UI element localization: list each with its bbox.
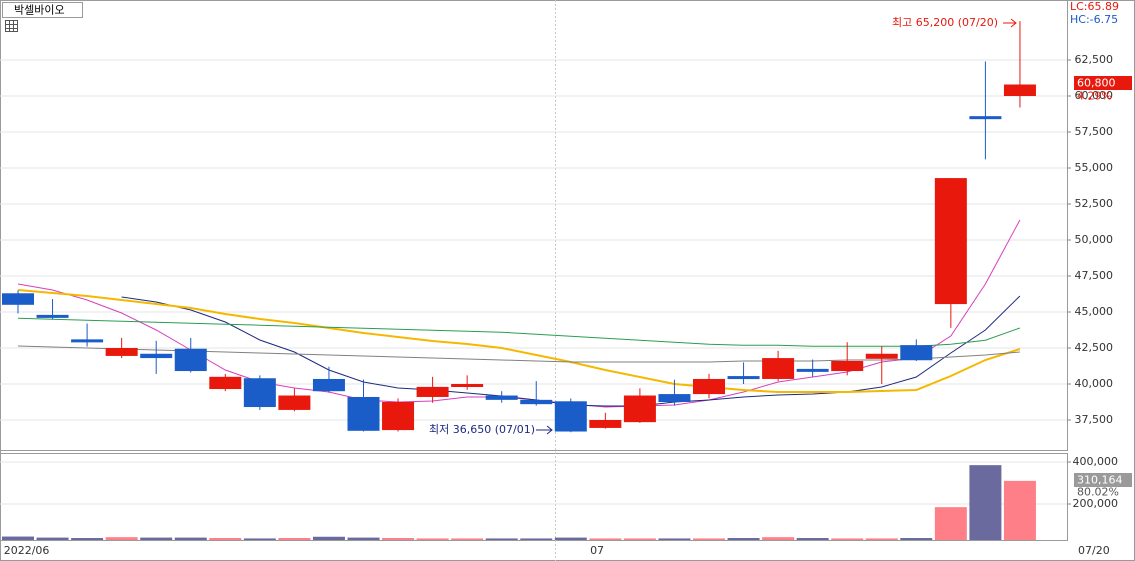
candle-body [2,293,34,305]
high-annotation: 최고 65,200 (07/20) [892,16,998,29]
y-tick-label: 37,500 [1075,413,1114,426]
candle-body [693,378,725,395]
price-panel [0,0,1068,451]
candle-body [969,116,1002,120]
lc-label: LC:65.89 [1070,0,1119,13]
y-tick-label: 200,000 [1073,497,1119,510]
candle-body [278,395,311,410]
candle-body [520,399,553,405]
volume-bar [831,538,864,540]
candle-body [727,376,760,380]
candle-body [554,401,587,432]
candle-body [416,386,449,397]
volume-bar [416,538,449,540]
candle-body [174,348,207,372]
volume-bar [796,538,829,540]
candle-body [485,395,518,400]
volume-bar [382,538,415,540]
y-tick-label: 57,500 [1075,125,1114,138]
hc-label: HC:-6.75 [1070,13,1118,26]
candle-body [865,353,898,359]
candle-body [1003,84,1036,97]
candle-body [451,384,484,388]
volume-bar [762,537,795,540]
candle-body [36,314,69,318]
candle-body [831,360,864,372]
volume-bar [36,537,69,540]
volume-bar [174,537,207,540]
low-arrow [536,425,553,435]
volume-panel [0,453,1068,541]
candle-body [71,339,104,343]
candle-body [105,348,138,356]
y-tick-label: 55,000 [1075,161,1114,174]
chart-title: 박셀바이오 [14,4,65,17]
change-label: 4.29% [1077,90,1112,103]
high-arrow [1003,18,1017,28]
y-tick-label: 400,000 [1073,455,1119,468]
candle-body [382,402,415,431]
candle-body [589,420,622,428]
last-volume-box [1074,473,1132,487]
candle-body [658,394,691,403]
moving-average [17,317,1021,347]
volume-bar [900,538,933,540]
candle-body [209,376,242,390]
title-box [2,2,83,18]
volume-bar [71,538,104,540]
volume-bar [105,537,138,540]
x-tick-label: 07/20 [1078,544,1110,557]
y-tick-label: 62,500 [1075,53,1114,66]
y-tick-label: 47,500 [1075,269,1114,282]
volume-bar [969,465,1002,540]
volume-bar [485,538,518,540]
x-tick-label: 2022/06 [4,544,50,557]
last-volume-label: 310,164 [1077,474,1123,487]
grid-icon [5,20,18,32]
volume-bar [623,538,656,540]
y-tick-label: 52,500 [1075,197,1114,210]
candle-body [623,395,656,423]
y-tick-label: 42,500 [1075,341,1114,354]
candle-body [900,345,933,361]
y-tick-label: 40,000 [1075,377,1114,390]
volume-bar [312,536,345,540]
last-price-label: 60,800 [1077,77,1116,90]
moving-average [17,289,1021,393]
candle-body [347,396,380,431]
volume-bar [727,538,760,540]
volume-bar [209,538,242,540]
volume-bar [140,537,173,540]
candle-body [796,368,829,372]
candle-body [312,378,345,392]
candle-body [140,353,173,359]
volume-bar [934,507,967,540]
y-tick-label: 60,000 [1075,89,1114,102]
y-tick-label: 50,000 [1075,233,1114,246]
x-tick-label: 07 [590,544,604,557]
y-tick-label: 45,000 [1075,305,1114,318]
volume-ratio-label: 80.02% [1077,486,1119,499]
volume-bar [554,537,587,540]
last-price-box [1074,76,1132,90]
volume-bar [520,538,553,540]
candle-body [243,378,276,408]
volume-bar [347,537,380,540]
volume-bar [451,538,484,540]
volume-bar [865,538,898,540]
candle-body [762,358,795,379]
volume-bar [589,538,622,540]
volume-bar [693,538,725,540]
low-annotation: 최저 36,650 (07/01) [429,423,535,436]
candle-body [934,178,967,305]
volume-bar [243,538,276,540]
volume-bar [278,538,311,540]
volume-bar [1003,480,1036,540]
volume-bar [2,536,34,540]
volume-bar [658,538,691,540]
